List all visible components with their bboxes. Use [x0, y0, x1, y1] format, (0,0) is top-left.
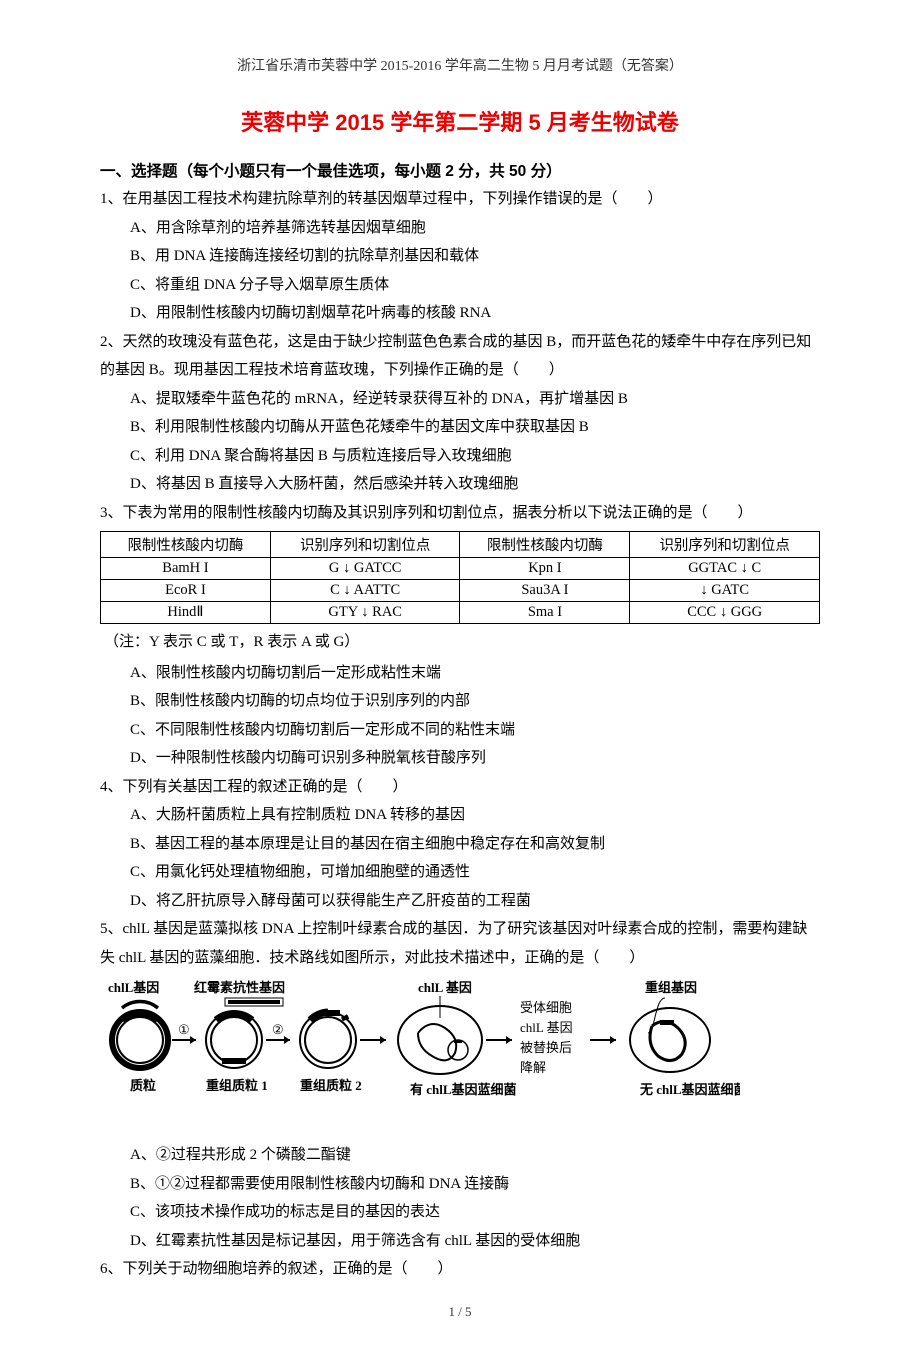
q1-stem: 1、在用基因工程技术构建抗除草剂的转基因烟草过程中，下列操作错误的是（ ）	[100, 185, 820, 214]
arrow-4	[486, 1036, 512, 1044]
table-cell: HindⅡ	[101, 602, 271, 624]
table-row: BamH I G ↓ GATCC Kpn I GGTAC ↓ C	[101, 558, 820, 580]
arrow-3	[360, 1036, 386, 1044]
q3-option-c: C、不同限制性核酸内切酶切割后一定形成不同的粘性末端	[130, 716, 820, 745]
arrow-step2: ②	[266, 1022, 290, 1044]
table-cell: Sma I	[460, 602, 630, 624]
section-1-heading: 一、选择题（每个小题只有一个最佳选项，每小题 2 分，共 50 分）	[100, 159, 820, 181]
q4-stem: 4、下列有关基因工程的叙述正确的是（ ）	[100, 773, 820, 802]
arrow-step1: ①	[172, 1022, 196, 1044]
page-number: 1 / 5	[100, 1304, 820, 1320]
cell-no-chll-icon	[630, 1008, 710, 1072]
q1-option-d: D、用限制性核酸内切酶切割烟草花叶病毒的核酸 RNA	[130, 299, 820, 328]
table-cell: G ↓ GATCC	[270, 558, 460, 580]
label-erythromycin: 红霉素抗性基因	[194, 980, 285, 995]
label-recomb1: 重组质粒 1	[206, 1078, 268, 1093]
page: 浙江省乐清市芙蓉中学 2015-2016 学年高二生物 5 月月考试题（无答案）…	[0, 0, 920, 1350]
flow-diagram-svg: chlL基因 红霉素抗性基因 chlL 基因 重组基因 质粒	[100, 978, 740, 1128]
table-header-cell: 识别序列和切割位点	[630, 532, 820, 558]
label-replaced: 被替换后	[520, 1040, 572, 1055]
q4-option-c: C、用氯化钙处理植物细胞，可增加细胞壁的通透性	[130, 858, 820, 887]
erythromycin-bar-fill	[228, 1000, 280, 1004]
label-degraded: 降解	[520, 1060, 546, 1075]
table-cell: C ↓ AATTC	[270, 580, 460, 602]
q3-option-a: A、限制性核酸内切酶切割后一定形成粘性末端	[130, 659, 820, 688]
label-chlL-top-left: chlL基因	[108, 980, 159, 995]
table-cell: EcoR I	[101, 580, 271, 602]
label-chll-in: chlL 基因	[520, 1020, 573, 1035]
table-cell: Kpn I	[460, 558, 630, 580]
table-cell: Sau3A I	[460, 580, 630, 602]
exam-title: 芙蓉中学 2015 学年第二学期 5 月考生物试卷	[100, 105, 820, 137]
label-plasmid: 质粒	[130, 1078, 156, 1093]
running-header: 浙江省乐清市芙蓉中学 2015-2016 学年高二生物 5 月月考试题（无答案）	[100, 55, 820, 75]
table-cell: ↓ GATC	[630, 580, 820, 602]
q2-stem: 2、天然的玫瑰没有蓝色花，这是由于缺少控制蓝色色素合成的基因 B，而开蓝色花的矮…	[100, 328, 820, 385]
label-chlL-mid: chlL 基因	[418, 980, 472, 995]
label-recomb-gene: 重组基因	[645, 980, 697, 995]
q2-option-d: D、将基因 B 直接导入大肠杆菌，然后感染并转入玫瑰细胞	[130, 470, 820, 499]
label-no-chll: 无 chlL基因蓝细菌	[639, 1082, 740, 1097]
q1-option-b: B、用 DNA 连接酶连接经切割的抗除草剂基因和载体	[130, 242, 820, 271]
recomb-plasmid1-icon	[206, 1012, 262, 1068]
q5-option-a: A、②过程共形成 2 个磷酸二酯键	[130, 1141, 820, 1170]
q3-option-b: B、限制性核酸内切酶的切点均位于识别序列的内部	[130, 687, 820, 716]
table-row: EcoR I C ↓ AATTC Sau3A I ↓ GATC	[101, 580, 820, 602]
arrow-5	[590, 1036, 616, 1044]
table-header-cell: 限制性核酸内切酶	[101, 532, 271, 558]
q2-option-b: B、利用限制性核酸内切酶从开蓝色花矮牵牛的基因文库中获取基因 B	[130, 413, 820, 442]
label-has-chll: 有 chlL基因蓝细菌	[410, 1082, 517, 1097]
q5-option-d: D、红霉素抗性基因是标记基因，用于筛选含有 chlL 基因的受体细胞	[130, 1227, 820, 1256]
table-header-row: 限制性核酸内切酶 识别序列和切割位点 限制性核酸内切酶 识别序列和切割位点	[101, 532, 820, 558]
table-header-cell: 识别序列和切割位点	[270, 532, 460, 558]
q1-option-c: C、将重组 DNA 分子导入烟草原生质体	[130, 271, 820, 300]
table-row: HindⅡ GTY ↓ RAC Sma I CCC ↓ GGG	[101, 602, 820, 624]
table-cell: GGTAC ↓ C	[630, 558, 820, 580]
q6-stem: 6、下列关于动物细胞培养的叙述，正确的是（ ）	[100, 1255, 820, 1284]
recomb-plasmid2-icon	[300, 1010, 356, 1068]
q4-option-b: B、基因工程的基本原理是让目的基因在宿主细胞中稳定存在和高效复制	[130, 830, 820, 859]
q5-option-b: B、①②过程都需要使用限制性核酸内切酶和 DNA 连接酶	[130, 1170, 820, 1199]
q5-diagram: chlL基因 红霉素抗性基因 chlL 基因 重组基因 质粒	[100, 978, 820, 1133]
q4-option-a: A、大肠杆菌质粒上具有控制质粒 DNA 转移的基因	[130, 801, 820, 830]
q3-stem: 3、下表为常用的限制性核酸内切酶及其识别序列和切割位点，据表分析以下说法正确的是…	[100, 499, 820, 528]
table-cell: BamH I	[101, 558, 271, 580]
q5-stem: 5、chlL 基因是蓝藻拟核 DNA 上控制叶绿素合成的基因．为了研究该基因对叶…	[100, 915, 820, 972]
q5-option-c: C、该项技术操作成功的标志是目的基因的表达	[130, 1198, 820, 1227]
svg-text:①: ①	[178, 1022, 190, 1037]
label-receptor: 受体细胞	[520, 1000, 572, 1015]
table-cell: GTY ↓ RAC	[270, 602, 460, 624]
q3-option-d: D、一种限制性核酸内切酶可识别多种脱氧核苷酸序列	[130, 744, 820, 773]
q1-option-a: A、用含除草剂的培养基筛选转基因烟草细胞	[130, 214, 820, 243]
svg-text:②: ②	[272, 1022, 284, 1037]
table-cell: CCC ↓ GGG	[630, 602, 820, 624]
table-header-cell: 限制性核酸内切酶	[460, 532, 630, 558]
plasmid-icon	[112, 1012, 168, 1068]
label-recomb2: 重组质粒 2	[300, 1078, 362, 1093]
q2-option-a: A、提取矮牵牛蓝色花的 mRNA，经逆转录获得互补的 DNA，再扩增基因 B	[130, 385, 820, 414]
chll-arc-icon	[122, 1001, 158, 1008]
enzyme-table: 限制性核酸内切酶 识别序列和切割位点 限制性核酸内切酶 识别序列和切割位点 Ba…	[100, 531, 820, 624]
q4-option-d: D、将乙肝抗原导入酵母菌可以获得能生产乙肝疫苗的工程菌	[130, 887, 820, 916]
q3-note: （注：Y 表示 C 或 T，R 表示 A 或 G）	[104, 628, 820, 657]
q2-option-c: C、利用 DNA 聚合酶将基因 B 与质粒连接后导入玫瑰细胞	[130, 442, 820, 471]
